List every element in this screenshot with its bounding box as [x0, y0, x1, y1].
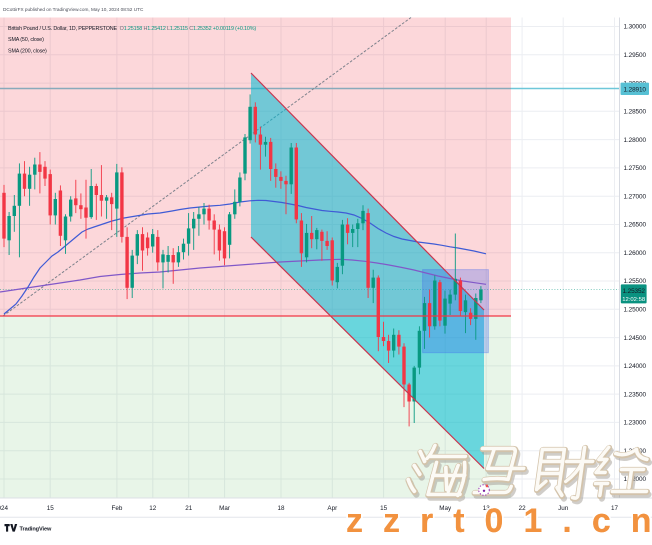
svg-text:Apr: Apr	[327, 505, 337, 512]
svg-text:1.28000: 1.28000	[624, 137, 647, 144]
svg-text:TradingView: TradingView	[20, 527, 52, 533]
svg-text:1.28910: 1.28910	[623, 87, 646, 94]
svg-text:22: 22	[519, 505, 527, 512]
svg-text:1.26000: 1.26000	[624, 250, 647, 257]
svg-text:1.23000: 1.23000	[624, 420, 647, 427]
svg-text:12:02:58: 12:02:58	[622, 297, 646, 303]
svg-text:SMA (200, close): SMA (200, close)	[8, 49, 47, 55]
svg-text:18: 18	[277, 505, 285, 512]
svg-text:Jun: Jun	[558, 505, 569, 512]
svg-text:2024: 2024	[0, 505, 8, 512]
svg-text:1.27500: 1.27500	[624, 165, 647, 172]
svg-text:1.27000: 1.27000	[624, 193, 647, 200]
svg-text:zzrt01.cn: zzrt01.cn	[346, 502, 652, 540]
svg-text:13: 13	[483, 505, 491, 512]
svg-text:DCottirFX published on Trading: DCottirFX published on TradingView.com, …	[3, 7, 144, 12]
svg-text:Mar: Mar	[219, 505, 230, 512]
svg-text:1.26500: 1.26500	[624, 222, 647, 229]
svg-text:zzrt01.cn: zzrt01.cn	[346, 502, 652, 540]
svg-text:1.23500: 1.23500	[624, 391, 647, 398]
svg-text:British Pound / U.S. Dollar, 1: British Pound / U.S. Dollar, 1D, PEPPERS…	[8, 26, 256, 32]
svg-text:12: 12	[149, 505, 157, 512]
svg-text:1.25352: 1.25352	[622, 288, 645, 295]
svg-text:21: 21	[185, 505, 193, 512]
svg-text:15: 15	[380, 505, 388, 512]
svg-text:1.29500: 1.29500	[624, 52, 647, 59]
svg-text:1.28500: 1.28500	[624, 109, 647, 116]
svg-text:17: 17	[611, 505, 619, 512]
svg-text:May: May	[439, 505, 452, 512]
svg-text:SMA (50, close): SMA (50, close)	[8, 37, 44, 43]
svg-text:1.24000: 1.24000	[624, 363, 647, 370]
svg-text:1.25500: 1.25500	[624, 278, 647, 285]
svg-text:1.30000: 1.30000	[624, 24, 647, 31]
svg-text:Feb: Feb	[111, 505, 122, 512]
svg-text:1.24500: 1.24500	[624, 335, 647, 342]
svg-text:1.25000: 1.25000	[624, 307, 647, 314]
svg-text:15: 15	[47, 505, 55, 512]
